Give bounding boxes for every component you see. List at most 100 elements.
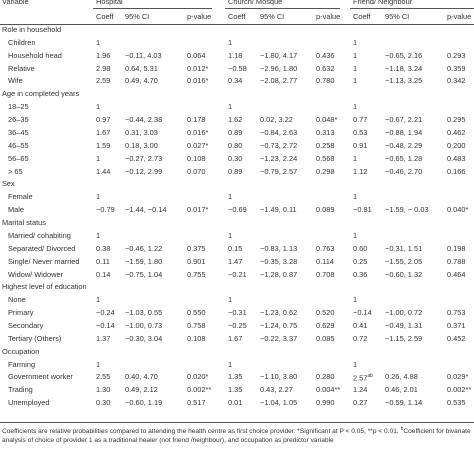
footnote-sup: b [400,426,404,432]
cell: −0.60, 1.32 [385,269,423,279]
cell: −2.96, 1.80 [260,63,298,73]
cell: 1 [228,102,233,112]
row-label: 18–25 [8,102,29,112]
row-label: Farming [8,359,36,369]
cell: 1 [96,153,101,163]
cell: 0.60 [353,243,368,253]
cell: 0.002** [187,385,212,395]
cell: −0.60, 1.19 [125,398,163,408]
cell: 0.49, 2.12 [125,385,158,395]
rule [225,8,340,9]
cell: −1.23, 0.62 [260,308,298,318]
cell: 0.11 [96,256,110,266]
cell: 1.67 [96,127,111,137]
cell: 0.200 [447,140,466,150]
cell: 0.040* [447,205,469,215]
row-label: Children [8,37,36,47]
cell: 0.780 [316,76,335,86]
row-label: 26–35 [8,115,29,125]
cell: −0.31, 1.51 [385,243,423,253]
cell: −0.49, 1.31 [385,321,423,330]
cell: −1.59, − 0.03 [385,205,429,215]
cell: 0.36 [353,269,368,279]
cell: −0.65, 2.16 [385,50,423,60]
rule [350,8,474,9]
cell: −0.59, 1.14 [385,398,423,408]
row-label: 46–55 [8,140,29,150]
cell: 0.27 [353,398,368,408]
cell: −0.83, 1.13 [260,243,298,253]
cell: 0.070 [187,166,206,176]
cell: −1.13, 3.25 [385,76,423,86]
cell: 0.166 [447,166,466,176]
cell: 0.298 [316,166,335,176]
cell: 0.15 [228,243,243,253]
cell: 1.35 [228,372,243,382]
section-label: Occupation [2,346,40,356]
column-header: 95% CI [260,12,285,21]
cell: 1 [228,192,233,202]
cell: −0.44, 2.38 [125,115,163,125]
row-label: Household head [8,50,62,60]
cell: 1 [96,192,101,202]
column-header: p-value [447,12,472,21]
row-label: 56–65 [8,153,29,163]
cell: 0.758 [187,321,206,330]
cell: 0.31, 3.03 [125,127,158,137]
cell: 0.371 [447,321,466,330]
column-header: Coeff [353,12,371,21]
row-label: Trading [8,385,33,395]
cell: 0.520 [316,308,335,318]
cell: 1.59 [96,140,111,150]
cell: 0.629 [316,321,335,330]
cell: −1.10, 3.80 [260,372,298,382]
cell: 1.37 [96,333,111,343]
cell: 0.048* [316,115,338,125]
cell: −1.28, 0.87 [260,269,298,279]
column-header: 95% CI [125,12,150,21]
cell: −1.18, 3.24 [385,63,423,73]
cell: −0.35, 3.28 [260,256,298,266]
cell: 0.436 [316,50,335,60]
cell: 0.755 [187,269,206,279]
section-label: Highest level of education [2,282,87,292]
cell: 0.97 [96,115,111,125]
cell: −0.14 [96,321,115,330]
footnote-text: Coefficients are relative probabilities … [2,428,401,436]
cell: −0.88, 1.94 [385,127,423,137]
group-header: Church/ Mosque [228,0,283,6]
footnote-text: Coefficient for bivariate analysis of ch… [2,428,471,445]
cell: 2.98 [96,63,111,73]
cell: 0.108 [187,153,206,163]
cell: 0.89 [228,166,243,176]
cell: 0.258 [316,140,335,150]
cell: −0.58 [228,63,247,73]
cell: 0.016* [187,76,209,86]
row-label: > 65 [8,166,23,176]
cell: −1.03, 0.55 [125,308,163,318]
row-label: Unemployed [8,398,50,408]
cell: 0.535 [447,398,466,408]
section-label: Age in completed years [2,89,80,99]
row-label: Primary [8,308,34,318]
cell: −0.67, 2.21 [385,115,423,125]
row-label: Government worker [8,372,73,382]
cell: 0.30 [228,153,243,163]
cell: −0.65, 1.28 [385,153,423,163]
cell: −1.44, −0.14 [125,205,167,215]
cell: 0.280 [316,372,335,382]
cell: 0.763 [316,243,335,253]
cell: 0.293 [447,50,466,60]
section-label: Marital status [2,218,46,228]
cell: −1.59, 1.80 [125,256,163,266]
cell: 1.30 [96,385,111,395]
row-label: Relative [8,63,35,73]
cell: −0.46, 2.70 [385,166,423,176]
cell: 1 [353,153,358,163]
cell: 0.64, 5.31 [125,63,158,73]
cell: 0.990 [316,398,335,408]
cell: −0.48, 2.29 [385,140,423,150]
cell: 1 [353,76,358,86]
header-variable: Variable [2,0,29,6]
cell: 0.25 [353,256,368,266]
